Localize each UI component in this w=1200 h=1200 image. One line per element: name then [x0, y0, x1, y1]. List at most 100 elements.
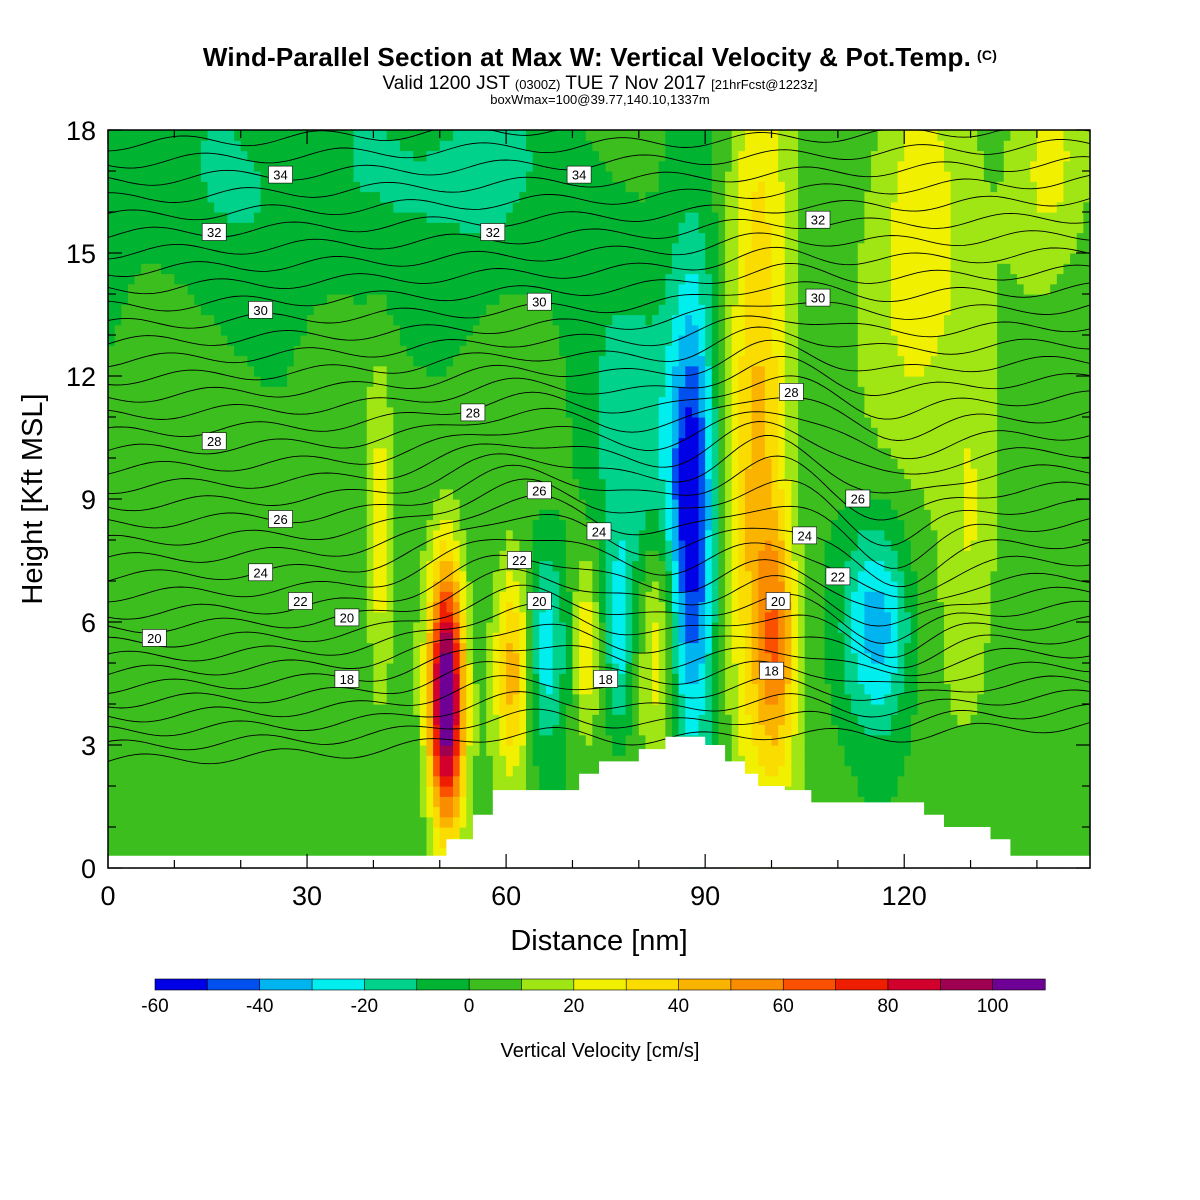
w-cell — [174, 837, 182, 849]
w-cell — [353, 591, 361, 603]
w-cell — [320, 253, 328, 264]
w-cell — [545, 212, 554, 223]
w-cell — [446, 355, 454, 367]
w-cell — [180, 314, 189, 326]
w-cell — [300, 529, 308, 541]
w-cell — [472, 581, 481, 592]
w-cell — [393, 222, 401, 234]
w-cell — [307, 160, 315, 172]
w-cell — [260, 591, 268, 603]
w-cell — [121, 355, 129, 367]
w-cell — [539, 765, 547, 777]
w-cell — [280, 816, 288, 828]
w-cell — [234, 314, 242, 326]
w-cell — [433, 724, 441, 736]
w-cell — [267, 550, 275, 562]
w-cell — [386, 755, 394, 767]
w-cell — [326, 837, 335, 849]
w-cell — [260, 652, 268, 664]
w-cell — [154, 365, 162, 377]
w-cell — [300, 560, 308, 572]
w-cell — [187, 417, 195, 428]
w-cell — [453, 130, 461, 141]
w-cell — [446, 519, 454, 531]
w-cell — [346, 140, 355, 152]
w-cell — [433, 816, 441, 828]
w-cell — [287, 560, 295, 572]
w-cell — [154, 622, 162, 633]
w-cell — [247, 212, 255, 223]
w-cell — [386, 570, 394, 582]
w-cell — [559, 642, 567, 654]
w-cell — [519, 755, 527, 767]
w-cell — [492, 437, 501, 449]
w-cell — [439, 611, 447, 623]
w-cell — [267, 283, 275, 295]
w-cell — [419, 693, 428, 705]
w-cell — [154, 652, 162, 664]
w-cell — [320, 622, 328, 633]
w-cell — [512, 478, 520, 490]
w-cell — [413, 611, 421, 623]
w-cell — [240, 447, 248, 459]
w-cell — [114, 775, 122, 787]
w-cell — [220, 160, 229, 172]
w-cell — [472, 171, 481, 182]
w-cell — [519, 181, 527, 193]
w-cell — [147, 775, 156, 787]
w-cell — [486, 560, 494, 572]
w-cell — [127, 478, 136, 490]
w-cell — [393, 263, 401, 275]
w-cell — [161, 622, 169, 633]
w-cell — [200, 447, 209, 459]
w-cell — [134, 611, 142, 623]
w-cell — [108, 458, 116, 469]
w-cell — [214, 468, 222, 480]
w-cell — [154, 540, 162, 551]
w-cell — [360, 714, 368, 726]
w-cell — [161, 345, 169, 357]
w-cell — [147, 396, 156, 408]
w-cell — [386, 396, 394, 408]
w-cell — [154, 745, 162, 756]
w-cell — [446, 570, 454, 582]
w-cell — [220, 786, 229, 797]
w-cell — [545, 540, 554, 551]
w-cell — [326, 304, 335, 316]
w-cell — [147, 437, 156, 449]
w-cell — [174, 765, 182, 777]
w-cell — [545, 437, 554, 449]
w-cell — [559, 550, 567, 562]
w-cell — [320, 458, 328, 469]
w-cell — [141, 570, 149, 582]
w-cell — [167, 847, 175, 859]
w-cell — [214, 212, 222, 223]
w-cell — [366, 806, 375, 818]
w-cell — [386, 263, 394, 275]
w-cell — [366, 765, 375, 777]
w-cell — [174, 704, 182, 715]
w-cell — [187, 273, 195, 285]
w-cell — [353, 652, 361, 664]
w-cell — [161, 704, 169, 715]
w-cell — [234, 181, 242, 193]
w-cell — [333, 335, 341, 346]
w-cell — [207, 693, 215, 705]
w-cell — [539, 212, 547, 223]
w-cell — [154, 673, 162, 685]
w-cell — [207, 642, 215, 654]
w-cell — [187, 222, 195, 234]
w-cell — [506, 663, 514, 674]
w-cell — [220, 816, 229, 828]
w-cell — [413, 755, 421, 767]
w-cell — [287, 847, 295, 859]
w-cell — [293, 847, 302, 859]
w-cell — [353, 365, 361, 377]
w-cell — [167, 222, 175, 234]
w-cell — [466, 242, 474, 254]
w-cell — [180, 304, 189, 316]
w-cell — [194, 581, 202, 592]
w-cell — [167, 806, 175, 818]
w-cell — [273, 150, 282, 162]
w-cell — [519, 611, 527, 623]
